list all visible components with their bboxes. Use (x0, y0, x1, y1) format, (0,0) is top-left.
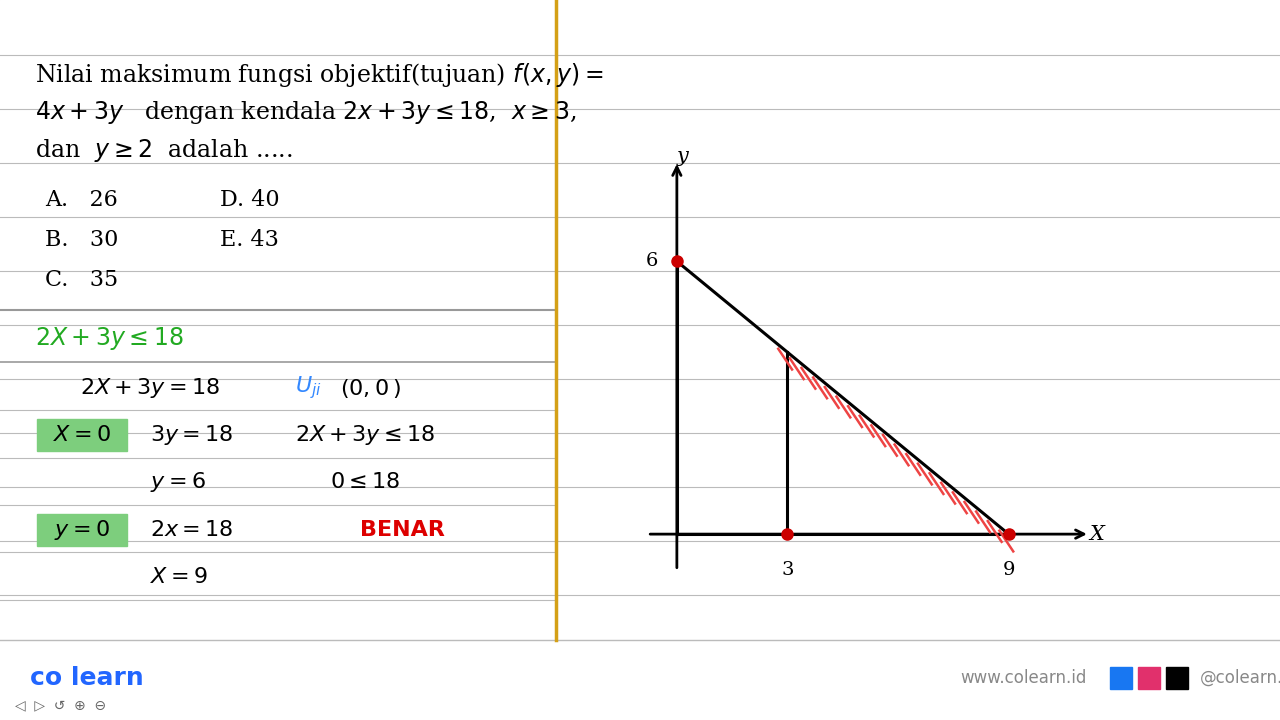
Text: 3: 3 (781, 562, 794, 580)
Bar (1166, 667, 1188, 689)
Text: $U_{ji}$: $U_{ji}$ (294, 374, 321, 401)
Text: B.   30: B. 30 (45, 229, 118, 251)
Text: $2x = 18$: $2x = 18$ (150, 520, 233, 540)
Text: 9: 9 (1002, 562, 1015, 580)
Text: 6: 6 (646, 252, 658, 270)
Bar (0, 640, 1280, 720)
Text: X: X (1089, 525, 1105, 544)
Text: D. 40: D. 40 (220, 189, 279, 211)
Bar (37, 419, 127, 451)
Text: $2X + 3y = 18$: $2X + 3y = 18$ (79, 376, 220, 400)
Text: $X = 0$: $X = 0$ (52, 425, 111, 445)
Text: BENAR: BENAR (360, 520, 445, 540)
Text: $y = 0$: $y = 0$ (54, 518, 110, 542)
Text: y: y (677, 147, 689, 166)
Text: $X = 9$: $X = 9$ (150, 567, 209, 587)
Bar (1138, 667, 1160, 689)
Text: $2X + 3y \leq 18$: $2X + 3y \leq 18$ (35, 325, 184, 351)
Bar (1110, 667, 1132, 689)
Text: C.   35: C. 35 (45, 269, 118, 291)
Text: $4x + 3y$   dengan kendala $2x + 3y \leq 18$,  $x \geq 3$,: $4x + 3y$ dengan kendala $2x + 3y \leq 1… (35, 99, 576, 127)
Text: E. 43: E. 43 (220, 229, 279, 251)
Text: $2X + 3y \leq 18$: $2X + 3y \leq 18$ (294, 423, 435, 447)
Text: dan  $y \geq 2$  adalah .....: dan $y \geq 2$ adalah ..... (35, 138, 293, 164)
Text: $y = 6$: $y = 6$ (150, 470, 206, 494)
Bar (37, 514, 127, 546)
Text: @colearn.id: @colearn.id (1201, 669, 1280, 687)
Text: co learn: co learn (29, 666, 143, 690)
Bar (0, 0, 1280, 640)
Text: www.colearn.id: www.colearn.id (960, 669, 1087, 687)
Text: $0 \leq 18$: $0 \leq 18$ (330, 472, 401, 492)
Text: ◁  ▷  ↺  ⊕  ⊖: ◁ ▷ ↺ ⊕ ⊖ (15, 698, 106, 712)
Text: A.   26: A. 26 (45, 189, 118, 211)
Text: $(0, 0\,)$: $(0, 0\,)$ (340, 377, 401, 400)
Text: Nilai maksimum fungsi objektif(tujuan) $f(x,y) =$: Nilai maksimum fungsi objektif(tujuan) $… (35, 61, 603, 89)
Text: $3y = 18$: $3y = 18$ (150, 423, 233, 447)
